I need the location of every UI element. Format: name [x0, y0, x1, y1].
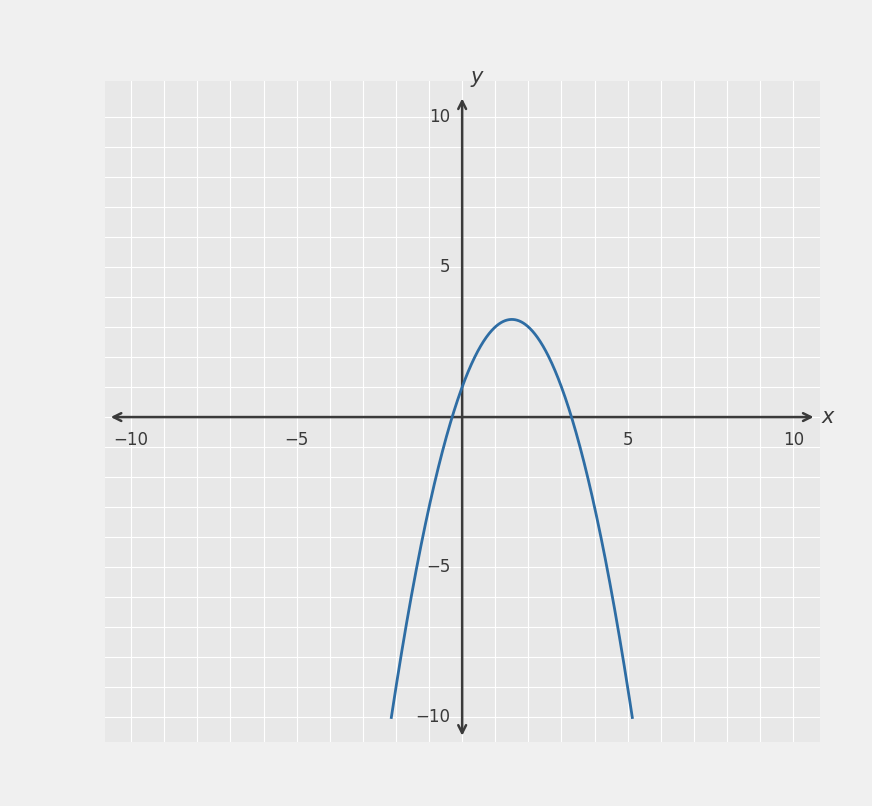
Text: 10: 10	[783, 430, 804, 449]
Text: 5: 5	[623, 430, 633, 449]
Text: 10: 10	[429, 108, 451, 126]
Text: −10: −10	[416, 708, 451, 726]
Text: −10: −10	[113, 430, 148, 449]
Text: −5: −5	[426, 559, 451, 576]
Text: −5: −5	[284, 430, 309, 449]
Text: y: y	[470, 67, 483, 86]
Text: x: x	[821, 407, 834, 427]
Text: 5: 5	[440, 258, 451, 276]
